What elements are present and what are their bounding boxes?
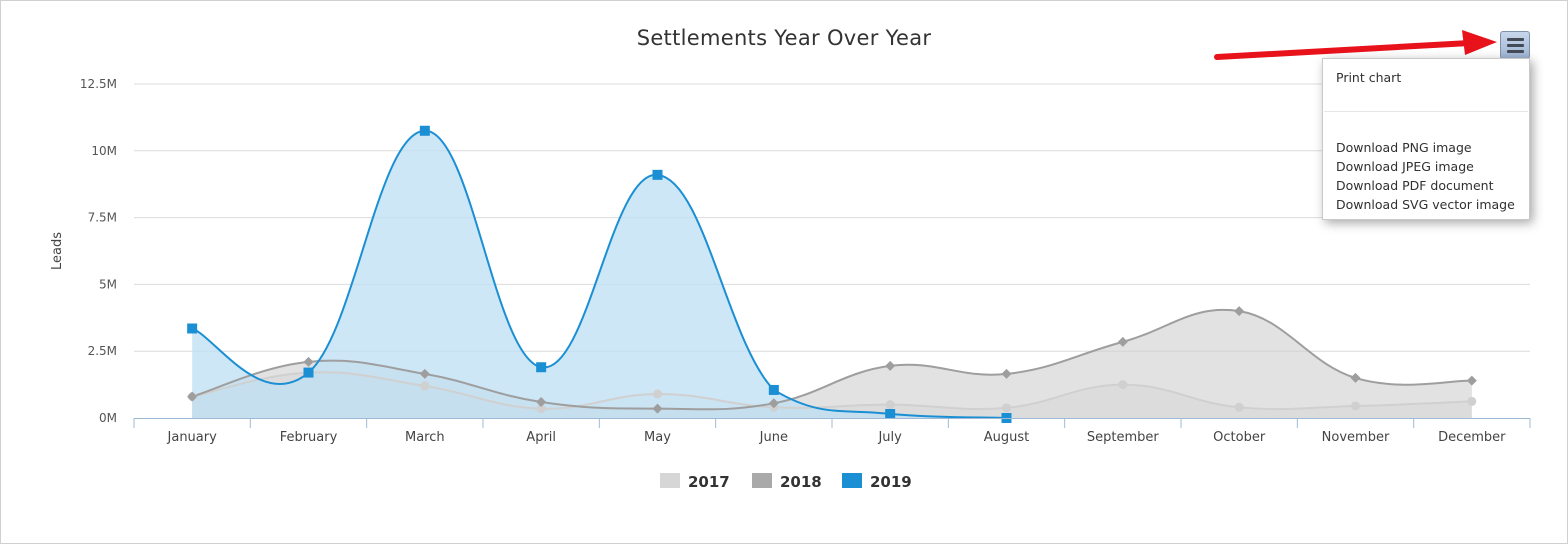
series-lines <box>191 129 1472 419</box>
y-tick-label: 7.5M <box>88 211 117 225</box>
data-point-2017 <box>420 381 430 391</box>
data-point-2018 <box>303 356 314 367</box>
y-tick-label: 0M <box>99 411 117 425</box>
chart-title: Settlements Year Over Year <box>636 26 932 50</box>
red-arrow-icon <box>1214 30 1497 60</box>
data-point-2017 <box>1234 402 1244 412</box>
menu-item-download-pdf[interactable]: Download PDF document <box>1336 178 1494 193</box>
series-area-2018 <box>192 309 1472 418</box>
data-point-2018 <box>1234 306 1245 317</box>
menu-separator <box>1324 111 1528 112</box>
data-point-2019 <box>885 408 896 419</box>
data-point-2017 <box>885 400 895 410</box>
x-tick-label: April <box>526 430 556 445</box>
series-line-2017 <box>191 371 1472 411</box>
data-point-2018 <box>652 403 663 414</box>
menu-item-download-png[interactable]: Download PNG image <box>1336 140 1472 155</box>
x-axis <box>133 418 1531 428</box>
x-tick-label: September <box>1087 430 1160 445</box>
legend-label-2018: 2018 <box>780 473 822 491</box>
x-tick-label: February <box>280 430 338 445</box>
series-areas <box>192 130 1472 418</box>
series-line-2018 <box>191 308 1472 411</box>
export-menu: Print chart Download PNG image Download … <box>1322 58 1530 220</box>
x-tick-label: May <box>644 430 671 445</box>
data-point-2017 <box>536 404 546 414</box>
data-point-2017 <box>653 389 662 399</box>
data-point-2018 <box>885 360 896 371</box>
data-point-2018 <box>1001 368 1012 379</box>
data-point-2019 <box>652 169 663 180</box>
hamburger-menu-icon[interactable] <box>1500 31 1530 59</box>
data-point-2017 <box>1118 380 1128 390</box>
data-point-2018 <box>187 391 198 402</box>
data-point-2018 <box>768 398 779 409</box>
data-point-2019 <box>419 125 430 136</box>
data-point-2019 <box>187 323 198 334</box>
data-point-2018 <box>1350 372 1361 383</box>
data-point-2018 <box>1117 336 1128 347</box>
x-tick-label: January <box>167 430 218 445</box>
menu-item-download-jpeg[interactable]: Download JPEG image <box>1336 159 1474 174</box>
x-tick-label: March <box>405 430 445 445</box>
data-point-2017 <box>1351 401 1360 411</box>
menu-item-print-chart[interactable]: Print chart <box>1336 70 1402 85</box>
data-point-2018 <box>419 368 430 379</box>
x-tick-label: November <box>1322 430 1390 445</box>
legend-label-2017: 2017 <box>688 473 730 491</box>
y-tick-label: 2.5M <box>88 344 117 358</box>
data-point-2017 <box>1002 403 1011 413</box>
data-point-2019 <box>303 367 314 378</box>
data-point-2018 <box>536 396 547 407</box>
x-tick-label: December <box>1438 430 1506 445</box>
legend-swatch-2018 <box>752 473 772 488</box>
series-markers <box>187 125 1477 423</box>
x-tick-label: July <box>877 430 902 445</box>
data-point-2018 <box>1466 375 1477 386</box>
data-point-2019 <box>536 362 547 373</box>
x-tick-labels: January February March April May June July Augu… <box>167 430 1507 445</box>
legend-label-2019: 2019 <box>870 473 912 491</box>
legend: 2017 2018 2019 <box>660 473 912 491</box>
x-tick-label: October <box>1213 430 1266 445</box>
y-tick-label: 10M <box>91 144 117 158</box>
y-axis-title: Leads <box>50 232 65 270</box>
y-tick-label: 5M <box>99 277 117 291</box>
data-point-2017 <box>1467 396 1477 406</box>
menu-item-download-svg[interactable]: Download SVG vector image <box>1336 197 1515 212</box>
data-point-2019 <box>768 384 779 395</box>
legend-swatch-2019 <box>842 473 862 488</box>
x-tick-label: June <box>759 430 788 445</box>
series-line-2019 <box>191 129 1007 419</box>
x-tick-label: August <box>984 430 1030 445</box>
y-tick-labels: 0M 2.5M 5M 7.5M 10M 12.5M <box>80 77 117 425</box>
y-tick-label: 12.5M <box>80 77 117 91</box>
legend-swatch-2017 <box>660 473 680 488</box>
